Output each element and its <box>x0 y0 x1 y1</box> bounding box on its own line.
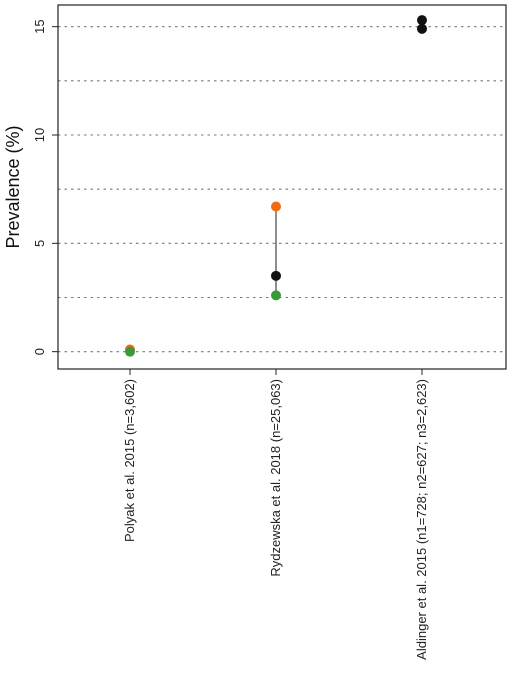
y-tick-label: 15 <box>32 19 47 33</box>
data-point <box>417 15 427 26</box>
x-tick-label: Rydzewska et al. 2018 (n=25,063) <box>268 379 283 577</box>
data-points <box>125 15 427 357</box>
data-point <box>271 270 281 281</box>
y-tick-label: 10 <box>32 128 47 142</box>
gridlines <box>58 26 506 353</box>
data-point <box>125 346 135 357</box>
plot-frame <box>57 4 507 370</box>
y-axis: 0 5 10 15 <box>32 19 58 355</box>
data-point <box>417 23 427 34</box>
data-point <box>271 201 281 212</box>
x-axis: Polyak et al. 2015 (n=3,602) Rydzewska et… <box>122 369 429 660</box>
x-tick-label: Polyak et al. 2015 (n=3,602) <box>122 379 137 542</box>
y-tick-label: 5 <box>32 240 47 247</box>
y-axis-title: Prevalence (%) <box>3 125 23 248</box>
data-point <box>271 290 281 301</box>
y-tick-label: 0 <box>32 348 47 355</box>
x-tick-label: Aldinger et al. 2015 (n1=728; n2=627; n3… <box>414 379 429 660</box>
